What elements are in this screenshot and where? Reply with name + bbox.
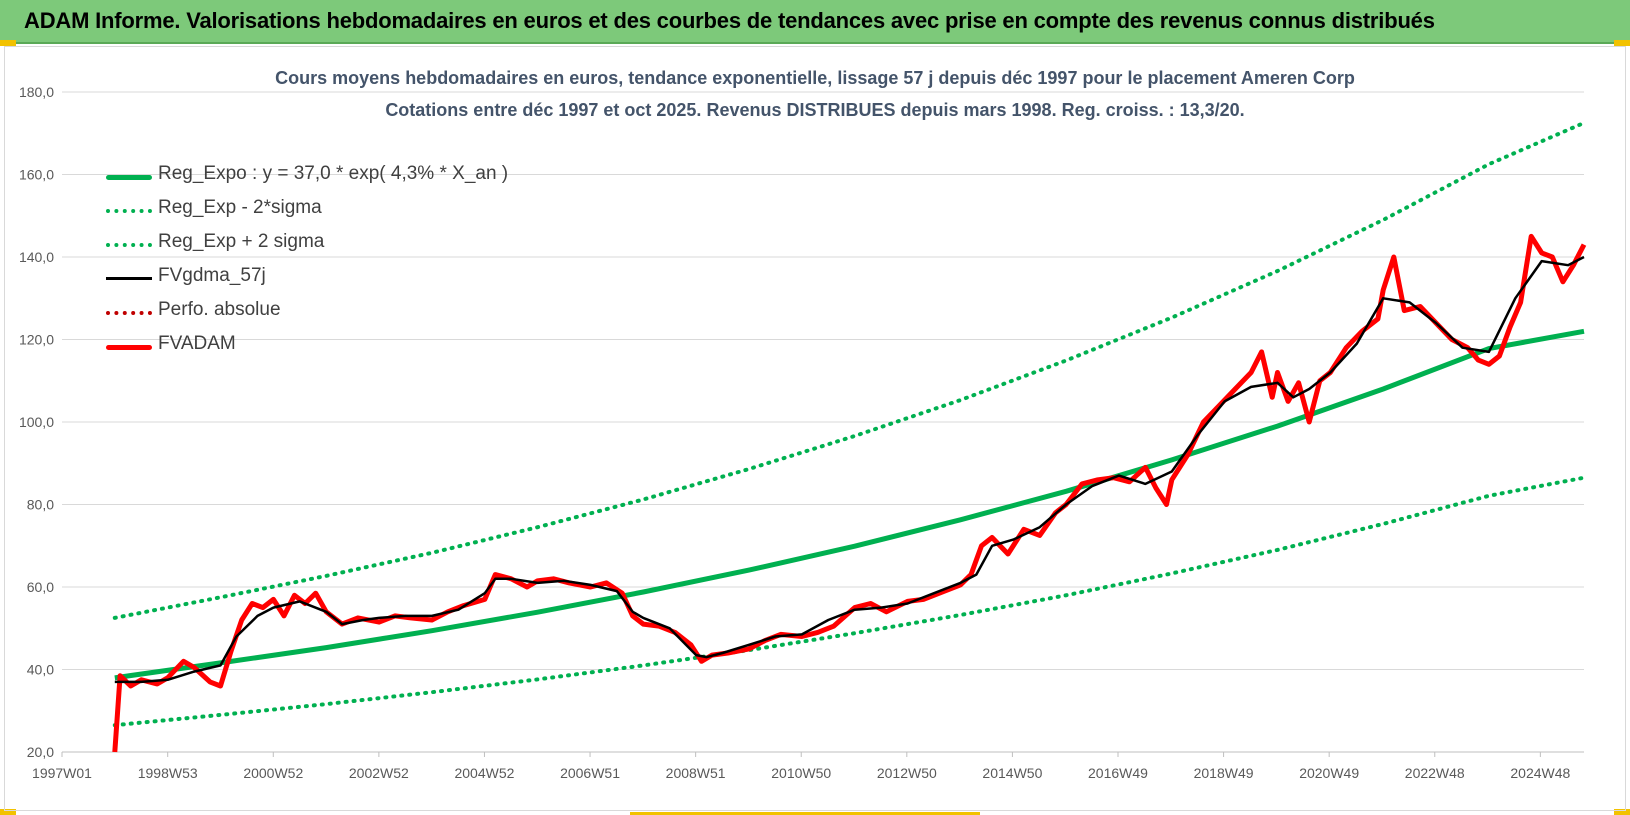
legend-label: Reg_Exp - 2*sigma [158,197,322,218]
corner-marker [0,809,16,815]
x-tick-label: 2020W49 [1299,765,1359,781]
series-line-reg-exp-2-sigma [112,475,1586,728]
y-tick-label: 40,0 [27,662,54,678]
chart-subtitle: Cotations entre déc 1997 et oct 2025. Re… [385,100,1245,120]
y-tick-label: 20,0 [27,744,54,760]
y-tick-label: 100,0 [19,414,54,430]
x-tick-label: 2024W48 [1510,765,1570,781]
corner-marker [0,40,16,46]
header-banner: ADAM Informe. Valorisations hebdomadaire… [0,0,1630,44]
x-tick-label: 2000W52 [243,765,303,781]
x-tick-label: 2022W48 [1405,765,1465,781]
series-line-fvadam [112,233,1587,753]
legend-label: Reg_Expo : y = 37,0 * exp( 4,3% * X_an ) [158,163,509,184]
series-line-fvgdma-57j [114,255,1585,684]
y-tick-label: 80,0 [27,497,54,513]
bottom-marker [630,812,980,815]
legend-swatch [106,209,152,213]
x-tick-label: 2002W52 [349,765,409,781]
page-title: ADAM Informe. Valorisations hebdomadaire… [24,8,1435,33]
legend-swatch [106,175,152,180]
y-tick-label: 140,0 [19,249,54,265]
legend-label: FVgdma_57j [158,265,266,286]
y-tick-label: 60,0 [27,579,54,595]
y-tick-label: 180,0 [19,84,54,100]
chart-title: Cours moyens hebdomadaires en euros, ten… [275,68,1355,88]
y-tick-label: 120,0 [19,332,54,348]
corner-marker [1614,40,1630,46]
legend-label: Perfo. absolue [158,299,281,320]
legend-label: FVADAM [158,333,236,354]
x-tick-label: 2006W51 [560,765,620,781]
x-tick-label: 2018W49 [1194,765,1254,781]
x-tick-label: 1997W01 [32,765,92,781]
legend-label: Reg_Exp + 2 sigma [158,231,325,252]
x-tick-label: 2014W50 [982,765,1042,781]
chart-frame [4,46,1626,811]
x-tick-label: 2008W51 [666,765,726,781]
series-line-reg-exp-2-sigma [112,120,1586,620]
legend-swatch [106,311,152,315]
series-line-reg-expo-y-37-0-exp-4-3-x-an [114,328,1585,681]
corner-marker [1614,809,1630,815]
legend-swatch [106,243,152,247]
legend-swatch [106,345,152,350]
x-tick-label: 2010W50 [771,765,831,781]
x-tick-label: 2004W52 [454,765,514,781]
y-tick-label: 160,0 [19,167,54,183]
x-tick-label: 1998W53 [138,765,198,781]
x-tick-label: 2012W50 [877,765,937,781]
x-tick-label: 2016W49 [1088,765,1148,781]
legend-swatch [106,277,152,280]
